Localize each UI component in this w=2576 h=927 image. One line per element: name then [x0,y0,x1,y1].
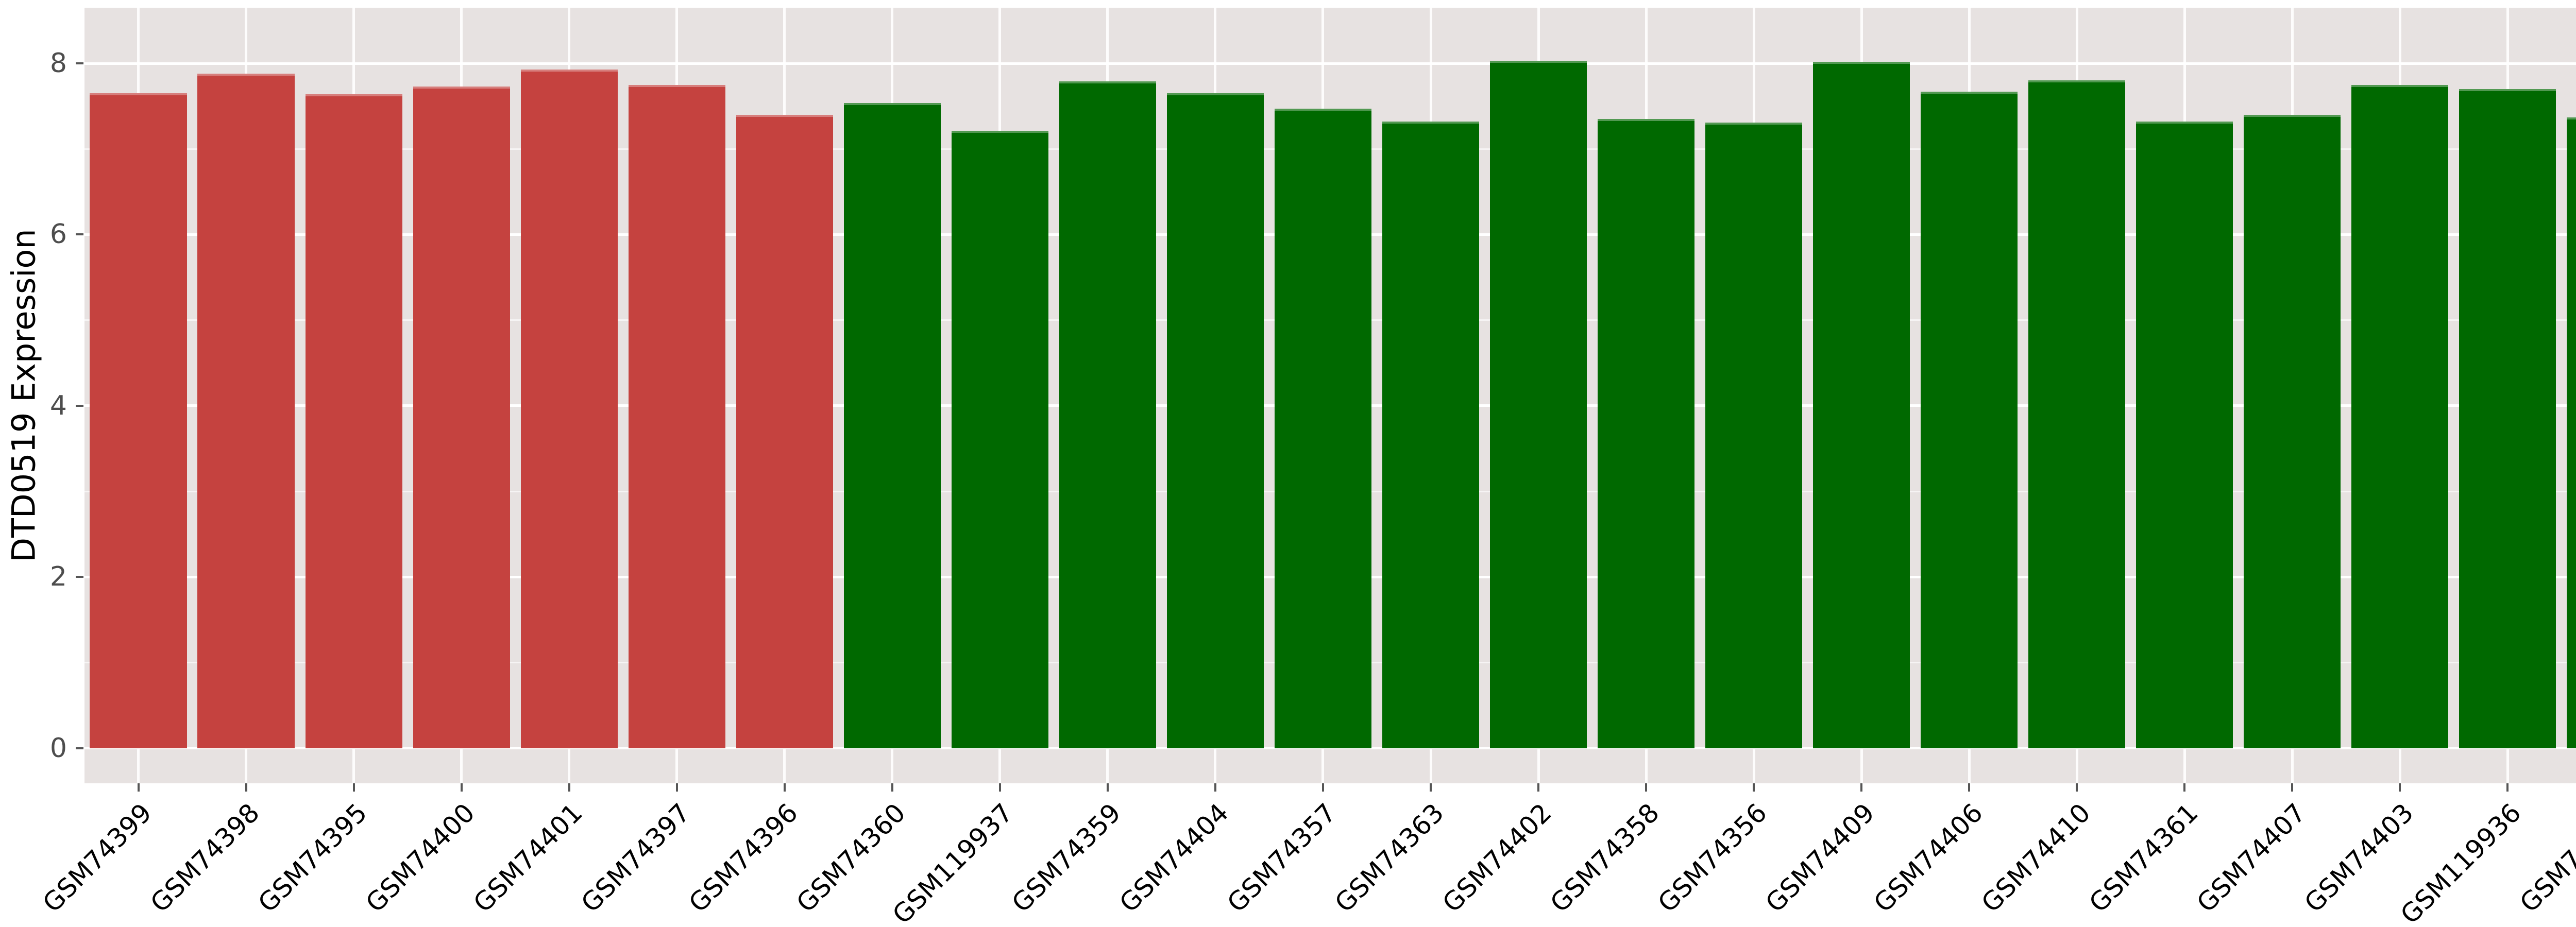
y-tick-mark [76,233,83,236]
y-tick-mark [76,747,83,749]
bar [628,84,725,748]
x-tick-mark [2291,783,2294,792]
bar [305,94,402,748]
x-tick-mark [891,783,893,792]
bar [2351,84,2449,748]
x-tick-mark [998,783,1001,792]
bar [2244,114,2341,748]
x-tick-label: GSM74398 [144,798,265,918]
bar [951,131,1048,748]
plot-panel [84,8,2576,783]
x-tick-mark [245,783,247,792]
bar [1705,122,1803,748]
x-tick-label: GSM74358 [1545,798,1666,918]
x-tick-label: GSM74363 [1329,798,1450,918]
x-tick-mark [1321,783,1324,792]
x-tick-mark [2399,783,2401,792]
x-tick-label: GSM74397 [575,798,696,918]
bar [843,102,941,748]
x-tick-mark [137,783,140,792]
bar [1382,122,1480,748]
x-tick-mark [2076,783,2078,792]
y-tick-mark [76,62,83,65]
x-tick-mark [1968,783,1971,792]
x-tick-mark [1106,783,1109,792]
y-tick-label: 6 [49,219,67,250]
bar [1598,119,1695,748]
y-tick-mark [76,576,83,578]
x-tick-mark [783,783,786,792]
major-gridline-y [84,62,2576,65]
bar [90,93,187,748]
x-tick-label: GSM74407 [2191,798,2312,918]
x-tick-label: GSM74356 [1652,798,1773,918]
x-tick-label: GSM74360 [790,798,911,918]
x-tick-label: GSM74399 [37,798,158,918]
bar [1274,109,1372,748]
x-tick-mark [1430,783,1432,792]
x-tick-mark [1645,783,1648,792]
bar [1921,91,2018,748]
bar [413,86,510,748]
y-tick-label: 8 [49,48,67,79]
x-tick-label: GSM74402 [1437,798,1558,918]
x-tick-mark [568,783,570,792]
x-tick-label: GSM74357 [1222,798,1342,918]
x-tick-mark [2183,783,2186,792]
x-tick-label: GSM74400 [360,798,481,918]
y-tick-label: 0 [49,732,67,764]
x-tick-label: GSM74395 [252,798,373,918]
bar [2459,89,2556,748]
x-tick-mark [1753,783,1755,792]
x-tick-mark [2506,783,2509,792]
bar [2136,122,2233,748]
bar [197,73,295,748]
x-tick-mark [1860,783,1863,792]
bar [1489,61,1587,748]
x-tick-label: GSM74403 [2298,798,2419,918]
bar [520,69,618,748]
x-tick-label: GSM74410 [1975,798,2096,918]
y-tick-mark [76,404,83,407]
y-tick-label: 4 [49,390,67,421]
major-gridline-y [84,747,2576,750]
x-tick-label: GSM74409 [1760,798,1881,918]
bar [1813,61,1910,748]
x-tick-mark [675,783,678,792]
x-tick-label: GSM74361 [2083,798,2204,918]
bar [2567,117,2576,748]
x-tick-label: GSM74406 [1868,798,1989,918]
x-tick-label: GSM74396 [683,798,804,918]
x-tick-mark [460,783,463,792]
x-tick-mark [1214,783,1216,792]
x-tick-mark [1537,783,1540,792]
x-tick-mark [352,783,355,792]
x-tick-label: GSM74359 [1006,798,1127,918]
bar [1059,81,1156,748]
y-tick-label: 2 [49,561,67,593]
bar [1166,93,1264,748]
bar [736,114,833,748]
x-tick-label: GSM74404 [1114,798,1234,918]
bar [2028,80,2126,748]
x-tick-label: GSM74401 [467,798,588,918]
